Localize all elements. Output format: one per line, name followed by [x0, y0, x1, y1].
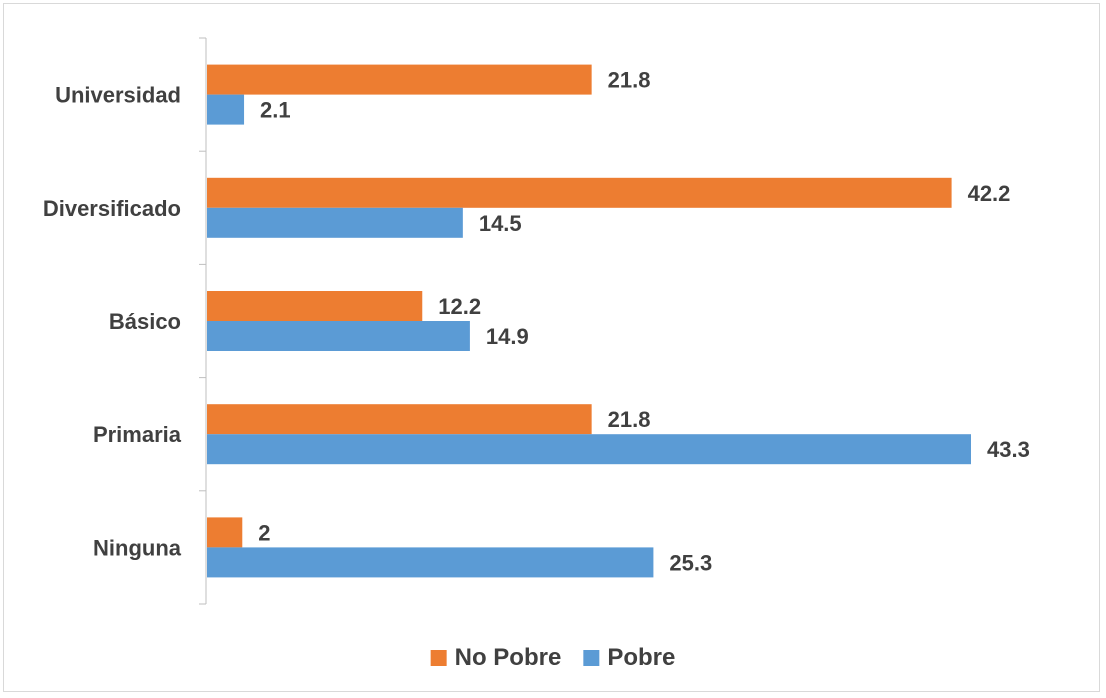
- category-label-basico: Básico: [109, 309, 181, 334]
- value-label-pobre-diversificado: 14.5: [479, 211, 522, 236]
- value-label-pobre-primaria: 43.3: [987, 437, 1030, 462]
- bar-pobre-basico: [207, 321, 470, 351]
- value-label-no-pobre-ninguna: 2: [258, 520, 270, 545]
- bar-no-pobre-diversificado: [207, 177, 952, 208]
- bars-layer: [207, 64, 971, 578]
- category-label-primaria: Primaria: [93, 422, 182, 447]
- labels-layer: Universidad 21.8 2.1 Diversificado 42.2 14.5 B…: [43, 68, 1030, 576]
- bar-pobre-universidad: [207, 94, 245, 125]
- legend-swatch-pobre: [583, 650, 600, 666]
- value-label-no-pobre-basico: 12.2: [438, 294, 481, 319]
- value-label-pobre-basico: 14.9: [486, 324, 529, 349]
- value-label-no-pobre-universidad: 21.8: [608, 68, 651, 93]
- bar-pobre-ninguna: [207, 547, 654, 578]
- value-label-pobre-universidad: 2.1: [260, 98, 291, 123]
- bar-no-pobre-universidad: [207, 64, 592, 95]
- value-label-pobre-ninguna: 25.3: [669, 550, 712, 575]
- bar-no-pobre-primaria: [207, 404, 592, 435]
- category-label-universidad: Universidad: [55, 83, 181, 108]
- legend-swatch-no-pobre: [430, 650, 447, 666]
- value-label-no-pobre-primaria: 21.8: [608, 407, 651, 432]
- category-label-ninguna: Ninguna: [93, 535, 182, 560]
- legend: No Pobre Pobre: [430, 644, 675, 671]
- bar-no-pobre-basico: [207, 291, 423, 321]
- bar-pobre-primaria: [207, 434, 971, 465]
- category-label-diversificado: Diversificado: [43, 196, 181, 221]
- legend-label-pobre: Pobre: [607, 644, 675, 671]
- bar-pobre-diversificado: [207, 207, 463, 238]
- axis-layer: [199, 37, 207, 605]
- legend-label-no-pobre: No Pobre: [455, 644, 562, 671]
- bar-no-pobre-ninguna: [207, 517, 243, 548]
- value-label-no-pobre-diversificado: 42.2: [968, 181, 1011, 206]
